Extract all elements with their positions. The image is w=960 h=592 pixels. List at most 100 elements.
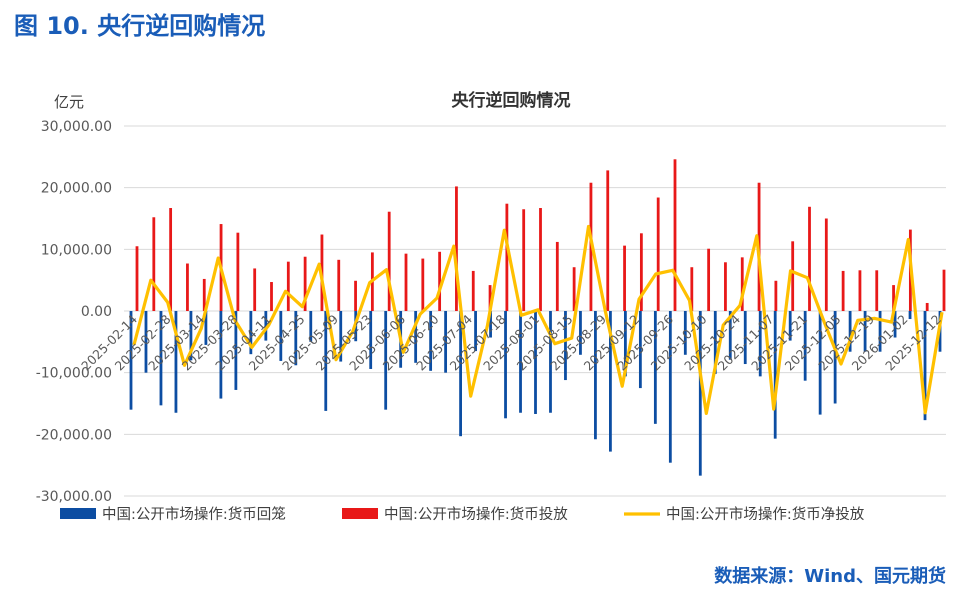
withdrawal-bar	[653, 311, 657, 424]
injection-bar	[942, 269, 946, 311]
injection-bar	[623, 245, 626, 311]
withdrawal-bar	[369, 311, 373, 369]
injection-bar	[673, 159, 677, 311]
injection-bar	[892, 285, 895, 311]
withdrawal-bar	[638, 311, 642, 389]
gridlines	[124, 125, 946, 497]
withdrawal-bar	[519, 311, 522, 413]
withdrawal-bar	[758, 311, 762, 377]
reverse-repo-chart: 央行逆回购情况 亿元 30,000.00 20,000.00 10,000.00 0.…	[36, 90, 946, 523]
y-tick-labels: 30,000.00 20,000.00 10,000.00 0.00 -10,000.0…	[36, 119, 112, 505]
withdrawal-bar	[773, 311, 777, 439]
withdrawal-bar	[728, 311, 732, 360]
injection-bar	[303, 256, 307, 311]
withdrawal-bar	[129, 311, 133, 410]
injection-bar	[505, 203, 509, 311]
y-tick-label: -30,000.00	[36, 489, 112, 505]
y-axis-label: 亿元	[54, 93, 84, 111]
withdrawal-bar	[848, 311, 852, 352]
withdrawal-bar	[609, 311, 612, 452]
injection-bar	[925, 302, 929, 311]
injection-bar	[354, 280, 357, 311]
y-tick-label: 20,000.00	[41, 181, 112, 197]
withdrawal-bar	[459, 311, 462, 437]
injection-bar	[471, 270, 475, 311]
injection-bar	[639, 233, 643, 311]
withdrawal-bar	[549, 311, 552, 413]
withdrawal-bar	[743, 311, 747, 365]
injection-bar	[572, 267, 576, 311]
withdrawal-bar	[414, 311, 418, 363]
injection-bar	[539, 208, 542, 311]
withdrawal-bar	[339, 311, 343, 362]
injection-bar	[656, 197, 660, 311]
injection-bar	[774, 280, 778, 311]
withdrawal-bar	[504, 311, 507, 419]
withdrawal-bar	[833, 311, 837, 404]
withdrawal-bar	[204, 311, 208, 345]
withdrawal-bar	[788, 311, 792, 341]
injection-bar	[236, 232, 240, 311]
injection-bar	[202, 278, 206, 311]
withdrawal-bar	[579, 311, 582, 355]
injection-bar	[488, 285, 492, 311]
net-injection-line	[132, 224, 944, 415]
withdrawal-bar	[159, 311, 163, 406]
withdrawal-bar	[219, 311, 223, 399]
withdrawal-bar	[294, 311, 298, 366]
injection-bar	[421, 258, 425, 311]
injection-bar	[690, 267, 694, 311]
injection-bar	[337, 259, 341, 311]
withdrawal-bar	[249, 311, 253, 355]
injection-bar	[555, 241, 559, 311]
withdrawal-bar	[594, 311, 597, 440]
y-tick-label: 10,000.00	[41, 242, 112, 258]
legend-swatch	[342, 508, 378, 519]
withdrawal-bar	[309, 311, 313, 342]
injection-bar	[135, 246, 139, 311]
withdrawal-bar	[923, 311, 927, 421]
injection-bar	[808, 206, 811, 311]
withdrawal-bar	[429, 311, 433, 371]
withdrawal-bar	[279, 311, 283, 361]
withdrawal-bar	[174, 311, 178, 413]
injection-bar	[606, 170, 610, 311]
legend-swatch	[60, 508, 96, 519]
injection-bar	[791, 241, 795, 311]
withdrawal-bar	[908, 311, 912, 320]
injection-bar	[724, 262, 727, 311]
injection-bar	[740, 257, 744, 311]
withdrawal-bar	[489, 311, 492, 338]
x-tick-labels: 2025-02-142025-02-282025-03-142025-03-28…	[78, 311, 944, 373]
chart-title: 央行逆回购情况	[452, 90, 571, 111]
legend-label: 中国:公开市场操作:货币净投放	[666, 506, 865, 523]
withdrawal-bar	[189, 311, 193, 361]
withdrawal-bar	[818, 311, 822, 415]
injection-bar	[841, 270, 845, 311]
injection-bar	[824, 218, 828, 311]
legend-label: 中国:公开市场操作:货币投放	[384, 506, 568, 523]
withdrawal-bar	[698, 311, 702, 476]
y-tick-label: -10,000.00	[36, 366, 112, 382]
withdrawal-bar	[234, 311, 238, 390]
withdrawal-bar	[144, 311, 148, 373]
net-line	[132, 224, 944, 415]
y-tick-label: -20,000.00	[36, 427, 112, 443]
injection-bar	[387, 211, 391, 311]
withdrawal-bar	[324, 311, 328, 411]
withdrawal-bar	[803, 311, 807, 381]
y-tick-label: 30,000.00	[41, 119, 112, 135]
withdrawal-bar	[534, 311, 537, 414]
withdrawal-bar	[683, 311, 687, 355]
withdrawal-bar	[264, 311, 268, 341]
injection-bar	[169, 208, 173, 311]
withdrawal-bar	[893, 311, 897, 338]
injection-bar	[404, 253, 408, 311]
injection-bar	[707, 248, 711, 311]
withdrawal-bar	[474, 311, 477, 352]
legend-label: 中国:公开市场操作:货币回笼	[102, 506, 286, 523]
injection-bar	[455, 186, 458, 311]
withdrawal-bar	[564, 311, 567, 381]
injection-bar	[875, 270, 879, 311]
withdrawal-bar	[863, 311, 867, 352]
